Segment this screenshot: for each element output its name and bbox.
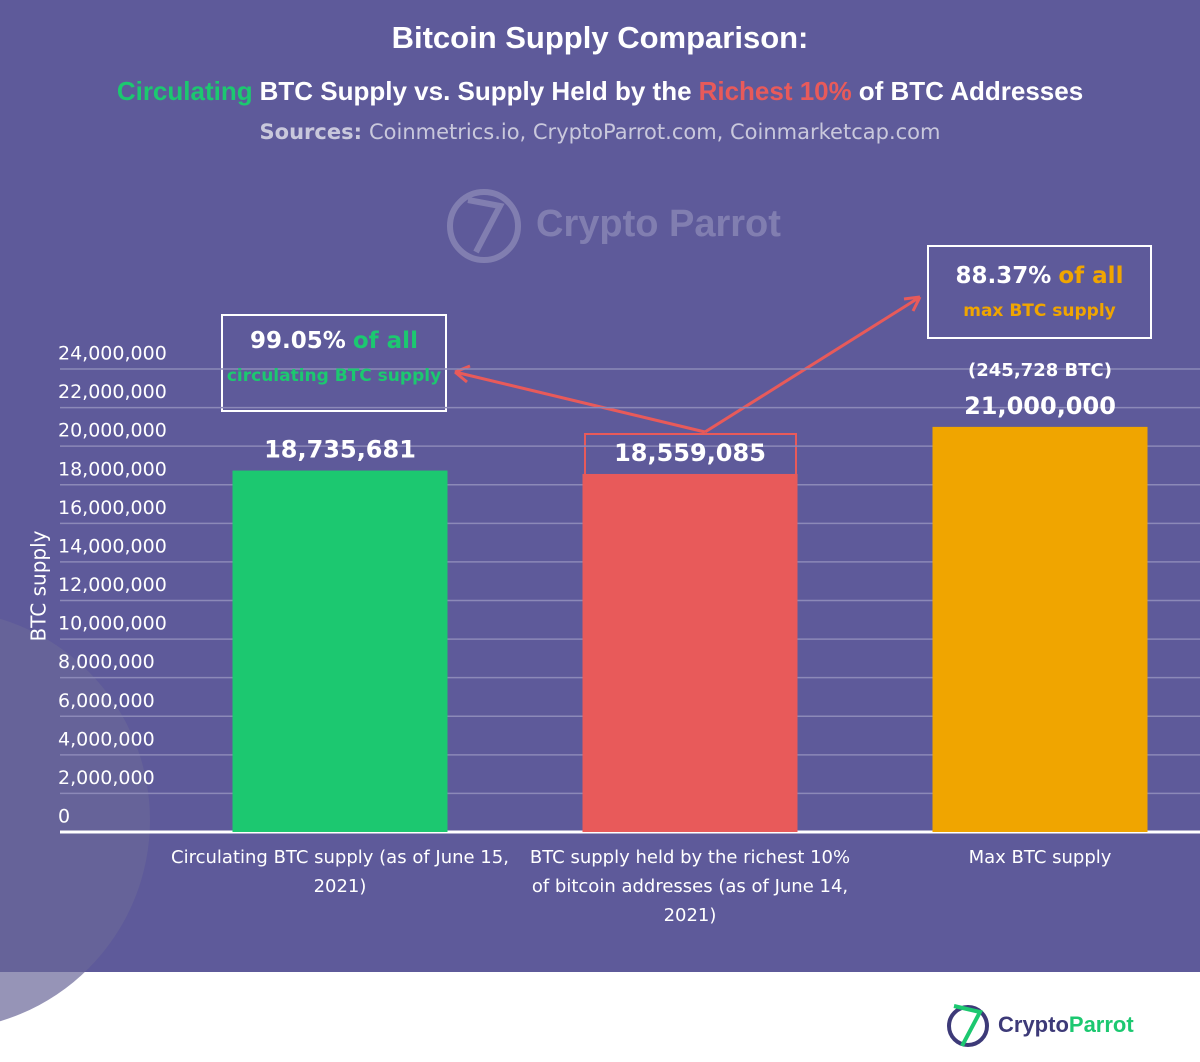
y-tick-label: 16,000,000 [58, 497, 167, 519]
footer-logo-part: Crypto [998, 1012, 1069, 1037]
annotation: 99.05% of all circulating BTC supply [222, 328, 446, 386]
y-tick-label: 18,000,000 [58, 458, 167, 480]
x-tick-label: BTC supply held by the richest 10% of bi… [529, 847, 851, 926]
value-label: 21,000,000 [964, 392, 1116, 420]
y-tick-label: 4,000,000 [58, 728, 155, 750]
annotation-headline: 88.37% of all [928, 263, 1151, 289]
annotation-part: 88.37% [955, 263, 1052, 289]
annotation-part: 99.05% [250, 328, 346, 354]
footer-logo-part: Parrot [1069, 1012, 1134, 1037]
decoration [0, 618, 150, 1022]
subtitle-part: Richest 10% [698, 76, 852, 106]
y-tick-label: 24,000,000 [58, 343, 167, 365]
annotation-caption: circulating BTC supply [226, 366, 442, 386]
y-tick-label: 0 [58, 806, 70, 828]
y-tick-label: 12,000,000 [58, 574, 167, 596]
bar [232, 470, 448, 832]
chart-title: Bitcoin Supply Comparison: [391, 20, 809, 55]
footer-icon [947, 1004, 989, 1047]
y-tick-label: 10,000,000 [58, 613, 167, 635]
y-tick-label: 8,000,000 [58, 651, 155, 673]
y-tick-label: 2,000,000 [58, 767, 155, 789]
subtitle-part: Circulating [116, 76, 253, 106]
annotation-headline: 99.05% of all [222, 328, 446, 354]
y-tick-label: 22,000,000 [58, 381, 167, 403]
annotation-box [927, 245, 1152, 339]
x-tick-label: Circulating BTC supply (as of June 15, 2… [171, 847, 509, 897]
y-axis-label: BTC supply [27, 530, 51, 641]
source-text: Coinmetrics.io, CryptoParrot.com, Coinma… [368, 120, 941, 144]
annotation: 88.37% of all max BTC supply [928, 263, 1151, 321]
source-label: Sources: [259, 120, 362, 144]
annotation-box [221, 314, 447, 412]
watermark-icon [447, 189, 521, 263]
subtitle-part: of BTC Addresses [858, 76, 1084, 106]
note: (245,728 BTC) [968, 360, 1112, 381]
subtitle: Circulating BTC Supply vs. Supply Held by… [0, 76, 1200, 107]
annotation-part: of all [352, 328, 418, 354]
y-tick-label: 14,000,000 [58, 535, 167, 557]
x-tick-label: Max BTC supply [968, 847, 1112, 868]
y-tick-label: 6,000,000 [58, 690, 155, 712]
annotation-caption: max BTC supply [963, 301, 1116, 321]
subtitle-part: BTC Supply vs. Supply Held by the [259, 76, 692, 106]
bar [582, 473, 798, 832]
value-label: 18,559,085 [614, 439, 766, 467]
annotation-part: of all [1058, 263, 1124, 289]
sources: Sources: Coinmetrics.io, CryptoParrot.com… [0, 120, 1200, 144]
watermark: Crypto Parrot [536, 203, 781, 245]
y-tick-label: 20,000,000 [58, 420, 167, 442]
bar [932, 426, 1148, 832]
footer-logo: CryptoParrot [998, 1012, 1134, 1037]
value-label: 18,735,681 [264, 436, 416, 464]
